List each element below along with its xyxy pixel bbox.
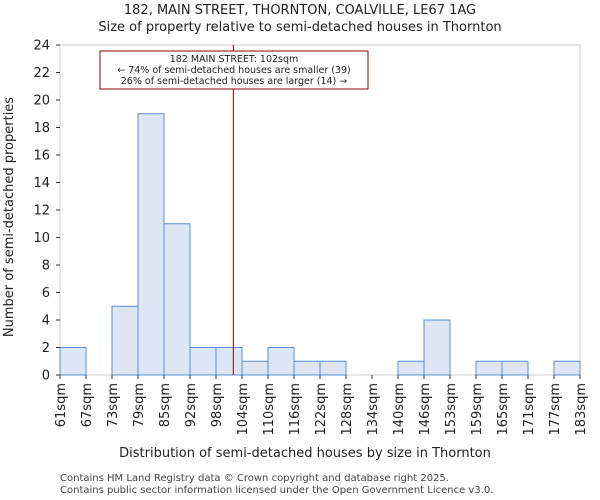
x-tick-label: 61sqm (54, 383, 69, 427)
bar-122sqm (319, 360, 347, 376)
x-tick-label: 165sqm (496, 383, 511, 436)
annotation-box: 182 MAIN STREET: 102sqm ← 74% of semi-de… (99, 50, 369, 90)
bar-92sqm (189, 347, 217, 376)
y-tick-label: 18 (33, 121, 50, 136)
x-tick-label: 104sqm (236, 383, 251, 436)
y-tick-label: 16 (33, 149, 50, 164)
y-tick-label: 22 (33, 66, 50, 81)
x-tick-label: 140sqm (392, 383, 407, 436)
x-tick-label: 92sqm (184, 383, 199, 427)
chart-subtitle: Size of property relative to semi-detach… (98, 20, 502, 35)
x-tick-label: 67sqm (80, 383, 95, 427)
x-axis-label: Distribution of semi-detached houses by … (119, 446, 491, 461)
annotation-frame (99, 50, 369, 90)
bar-79sqm (137, 113, 165, 376)
x-tick-label: 122sqm (314, 383, 329, 436)
x-tick-label: 116sqm (288, 383, 303, 436)
x-tick-label: 85sqm (158, 383, 173, 427)
chart-title: 182, MAIN STREET, THORNTON, COALVILLE, L… (123, 3, 477, 18)
x-tick-label: 110sqm (262, 383, 277, 436)
x-tick-label: 79sqm (132, 383, 147, 427)
y-tick-label: 2 (42, 341, 50, 356)
y-tick-label: 14 (33, 176, 50, 191)
annotation-line-3: 26% of semi-detached houses are larger (… (121, 76, 348, 87)
x-tick-label: 146sqm (418, 383, 433, 436)
y-tick-label: 0 (42, 369, 50, 384)
bar-110sqm (267, 347, 295, 376)
x-tick-label: 153sqm (444, 383, 459, 436)
y-tick-label: 20 (33, 94, 50, 109)
bar-98sqm (215, 347, 243, 376)
x-tick-label: 171sqm (522, 383, 537, 436)
x-tick-label: 128sqm (340, 383, 355, 436)
bar-73sqm (111, 305, 139, 376)
y-tick-label: 12 (33, 204, 50, 219)
x-tick-label: 134sqm (366, 383, 381, 436)
bar-61sqm (59, 347, 87, 376)
x-tick-label: 73sqm (106, 383, 121, 427)
x-tick-label: 98sqm (210, 383, 225, 427)
bar-177sqm (553, 360, 581, 376)
x-axis-ticks: 61sqm 67sqm 73sqm 79sqm 85sqm 92sqm 98sqm 104sq… (54, 375, 589, 436)
bar-140sqm (397, 360, 425, 376)
bar-159sqm (475, 360, 503, 376)
x-tick-label: 177sqm (548, 383, 563, 436)
x-tick-label: 183sqm (574, 383, 589, 436)
bar-165sqm (501, 360, 529, 376)
y-tick-label: 4 (42, 314, 50, 329)
bar-85sqm (163, 223, 191, 376)
annotation-line-2: ← 74% of semi-detached houses are smalle… (117, 65, 351, 76)
y-axis-label: Number of semi-detached properties (2, 97, 17, 337)
copyright-footer: Contains HM Land Registry data © Crown c… (60, 473, 449, 484)
bar-116sqm (293, 360, 321, 376)
y-tick-label: 10 (33, 231, 50, 246)
bars-group (59, 113, 581, 376)
y-tick-label: 24 (33, 39, 50, 54)
y-tick-label: 6 (42, 286, 50, 301)
y-tick-label: 8 (42, 259, 50, 274)
annotation-line-1: 182 MAIN STREET: 102sqm (170, 54, 299, 65)
licence-footer: Contains public sector information licen… (60, 485, 494, 496)
x-tick-label: 159sqm (470, 383, 485, 436)
bar-146sqm (423, 319, 451, 376)
bar-104sqm (241, 360, 269, 376)
